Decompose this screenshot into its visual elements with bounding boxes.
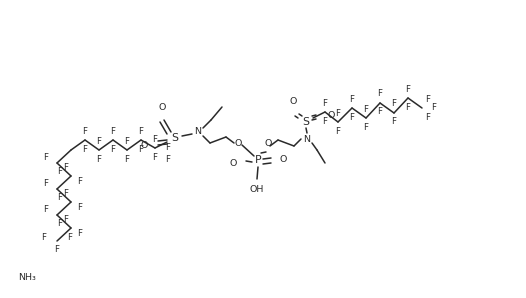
Text: S: S bbox=[302, 117, 309, 127]
Text: O: O bbox=[234, 139, 241, 148]
Text: F: F bbox=[77, 176, 83, 185]
Text: F: F bbox=[378, 108, 382, 117]
Text: F: F bbox=[138, 126, 144, 136]
Text: F: F bbox=[57, 193, 63, 201]
Text: F: F bbox=[426, 94, 430, 103]
Text: O: O bbox=[264, 139, 272, 148]
Text: F: F bbox=[57, 218, 63, 227]
Text: F: F bbox=[110, 145, 116, 153]
Text: O: O bbox=[289, 97, 297, 106]
Text: O: O bbox=[158, 103, 166, 113]
Text: F: F bbox=[391, 100, 397, 108]
Text: O: O bbox=[327, 111, 335, 119]
Text: F: F bbox=[57, 167, 63, 176]
Text: F: F bbox=[125, 154, 129, 164]
Text: OH: OH bbox=[250, 185, 264, 195]
Text: F: F bbox=[64, 164, 68, 173]
Text: F: F bbox=[391, 117, 397, 126]
Text: N: N bbox=[304, 134, 310, 144]
Text: O: O bbox=[230, 159, 237, 167]
Text: F: F bbox=[42, 232, 46, 241]
Text: F: F bbox=[336, 126, 340, 136]
Text: O: O bbox=[140, 142, 148, 150]
Text: F: F bbox=[138, 145, 144, 153]
Text: F: F bbox=[125, 136, 129, 145]
Text: F: F bbox=[322, 117, 328, 125]
Text: F: F bbox=[55, 244, 59, 254]
Text: F: F bbox=[83, 126, 87, 136]
Text: F: F bbox=[153, 153, 157, 162]
Text: F: F bbox=[349, 94, 355, 103]
Text: F: F bbox=[44, 206, 48, 215]
Text: F: F bbox=[426, 113, 430, 122]
Text: F: F bbox=[406, 103, 410, 111]
Text: P: P bbox=[255, 155, 261, 165]
Text: F: F bbox=[64, 190, 68, 198]
Text: F: F bbox=[336, 108, 340, 117]
Text: F: F bbox=[77, 203, 83, 212]
Text: F: F bbox=[67, 232, 73, 241]
Text: NH₃: NH₃ bbox=[18, 274, 36, 283]
Text: F: F bbox=[44, 153, 48, 162]
Text: F: F bbox=[64, 215, 68, 224]
Text: F: F bbox=[322, 99, 328, 108]
Text: F: F bbox=[44, 179, 48, 189]
Text: F: F bbox=[77, 229, 83, 238]
Text: F: F bbox=[153, 134, 157, 144]
Text: N: N bbox=[195, 128, 201, 136]
Text: F: F bbox=[96, 136, 102, 145]
Text: F: F bbox=[406, 85, 410, 94]
Text: F: F bbox=[349, 113, 355, 122]
Text: F: F bbox=[83, 145, 87, 153]
Text: F: F bbox=[166, 144, 170, 153]
Text: F: F bbox=[110, 126, 116, 136]
Text: F: F bbox=[431, 103, 437, 113]
Text: F: F bbox=[96, 154, 102, 164]
Text: O: O bbox=[280, 156, 287, 164]
Text: F: F bbox=[363, 105, 369, 114]
Text: F: F bbox=[166, 156, 170, 164]
Text: F: F bbox=[363, 122, 369, 131]
Text: F: F bbox=[378, 89, 382, 99]
Text: S: S bbox=[171, 133, 178, 143]
